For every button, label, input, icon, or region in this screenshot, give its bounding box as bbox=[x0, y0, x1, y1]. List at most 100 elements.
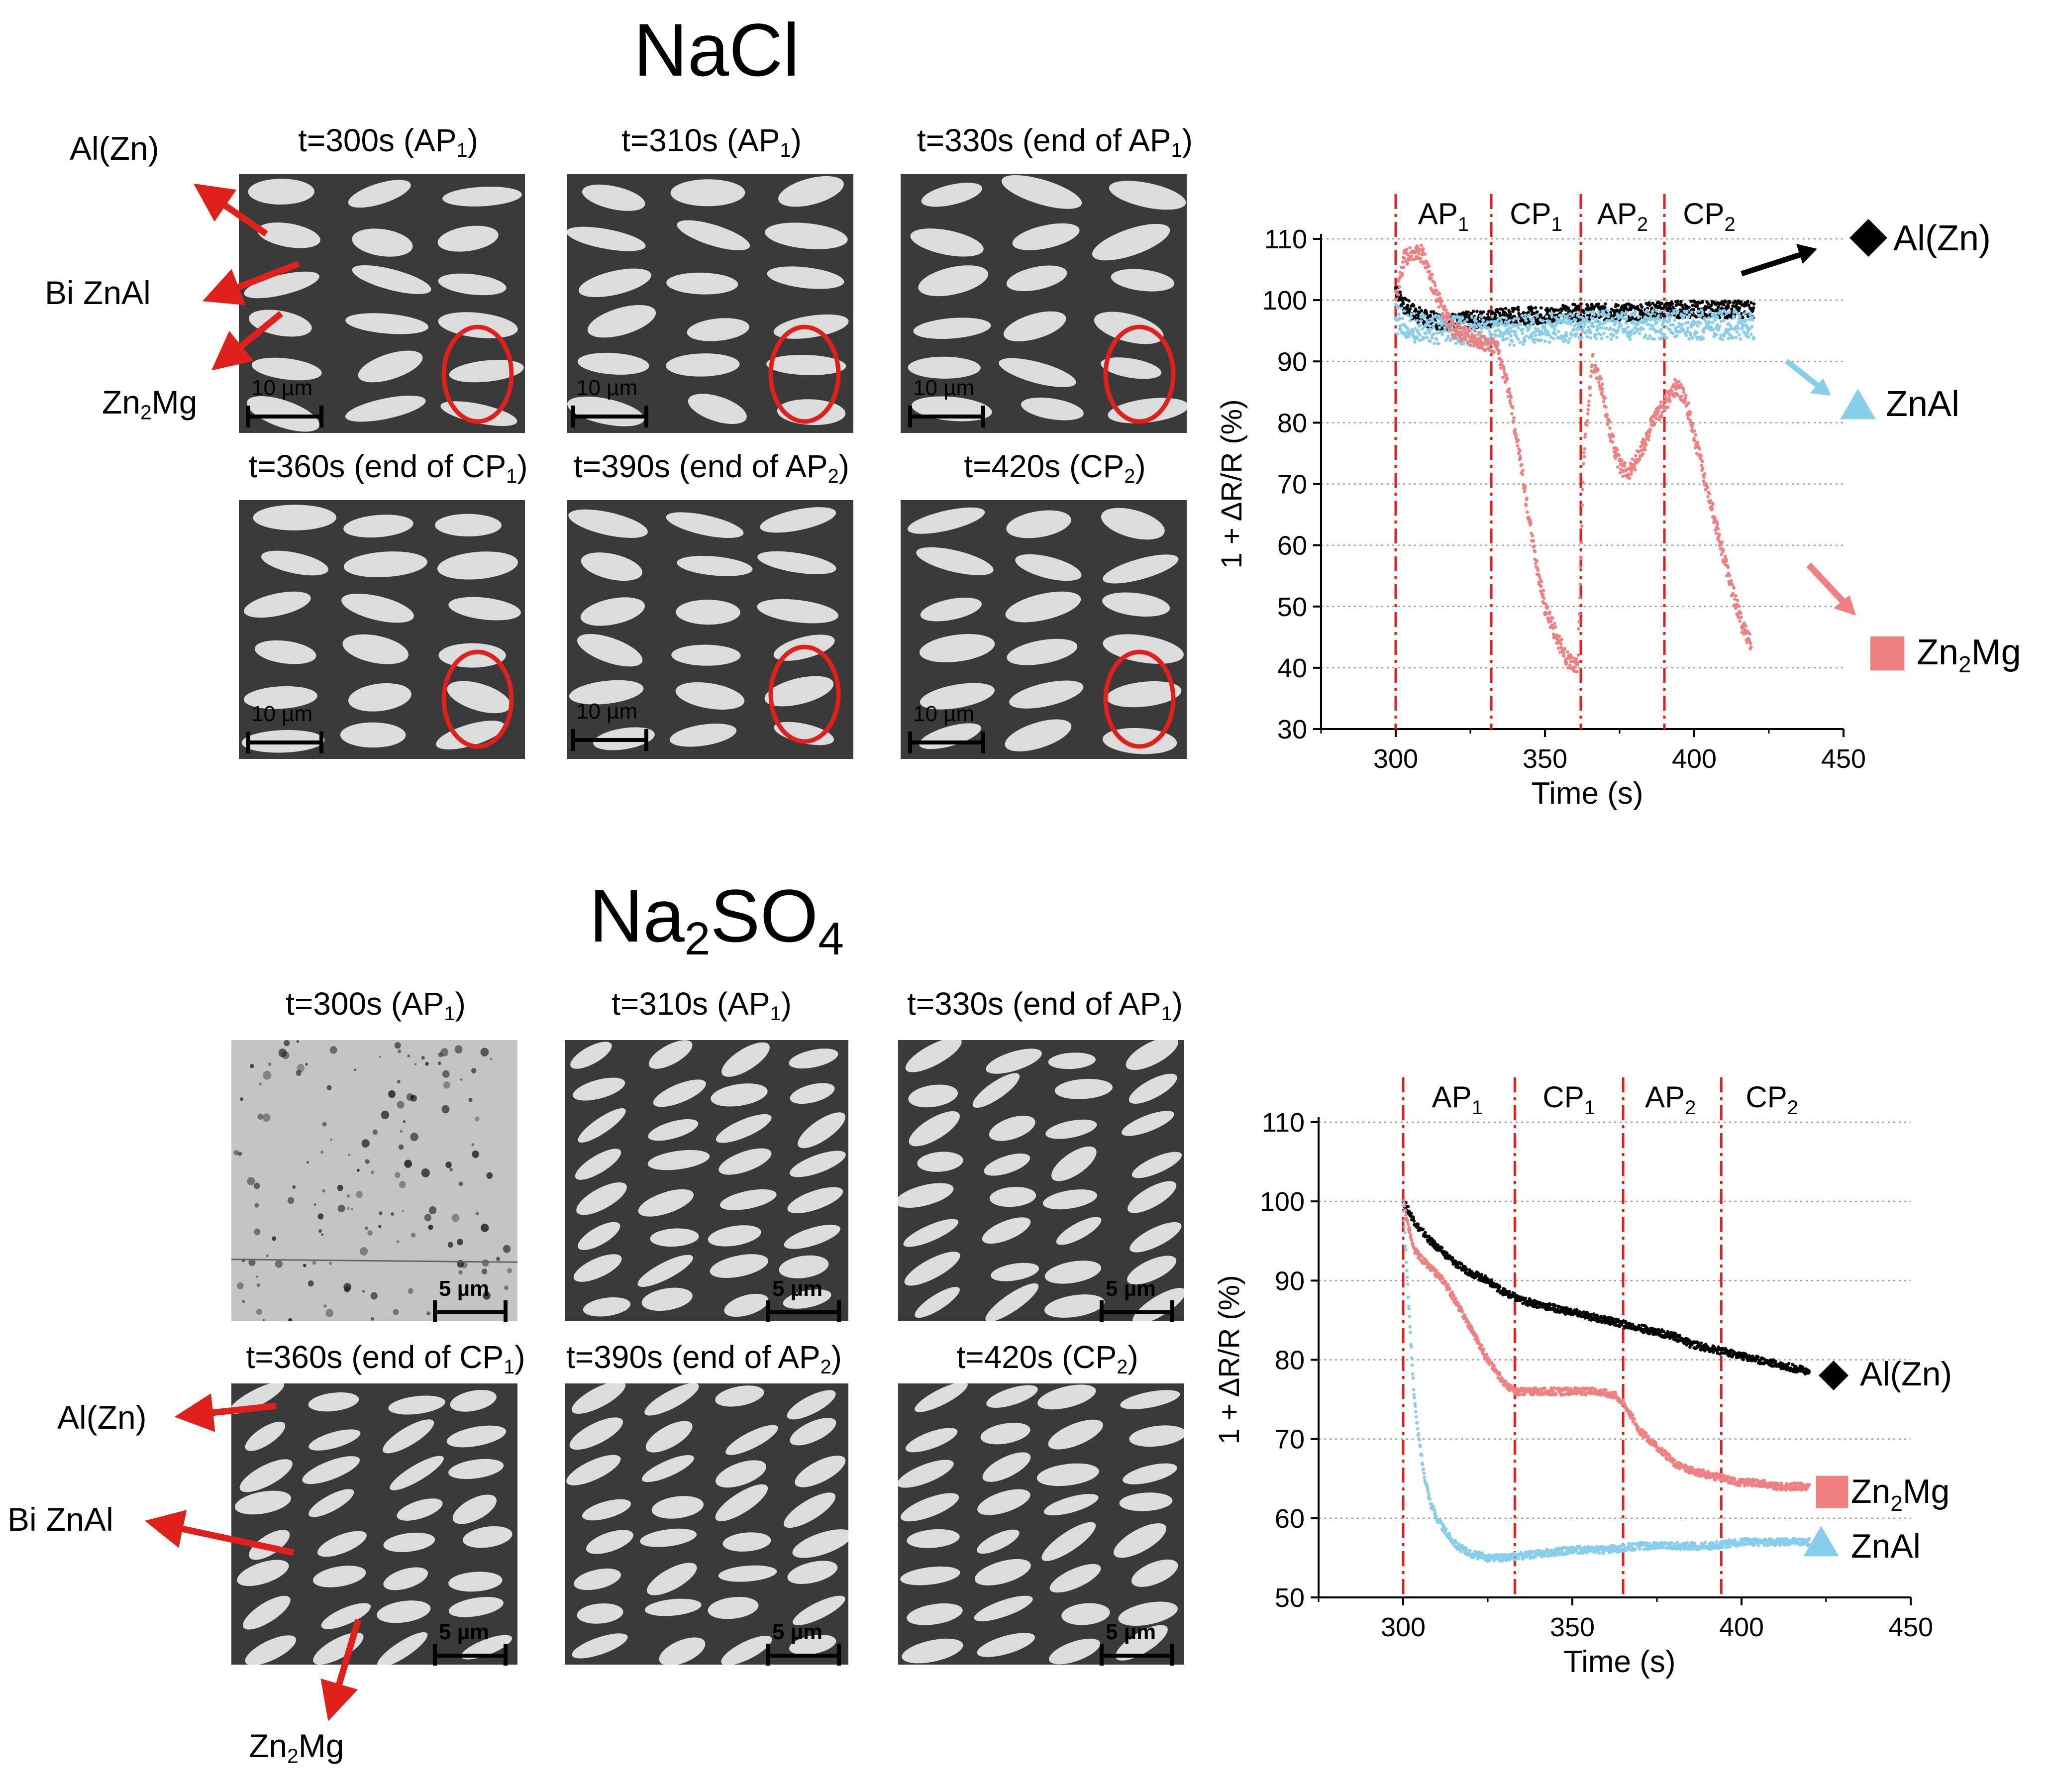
data-point bbox=[1404, 298, 1408, 301]
data-point bbox=[1505, 377, 1509, 381]
data-point bbox=[1512, 343, 1516, 347]
data-point bbox=[1453, 336, 1457, 340]
data-point bbox=[1722, 334, 1726, 337]
data-point bbox=[1735, 605, 1738, 609]
data-point bbox=[1631, 1420, 1635, 1424]
data-point bbox=[1505, 337, 1509, 340]
micrograph-speck bbox=[428, 1206, 437, 1214]
micrograph-grain bbox=[377, 1632, 428, 1665]
data-point bbox=[1440, 332, 1444, 336]
micrograph-grain bbox=[567, 396, 644, 426]
micrograph-grain bbox=[999, 358, 1076, 387]
data-point bbox=[1651, 314, 1655, 317]
micrograph-grain bbox=[308, 1429, 361, 1451]
data-point bbox=[1725, 574, 1729, 578]
micrograph-grain bbox=[1129, 1425, 1184, 1447]
data-point bbox=[1634, 454, 1638, 458]
micrograph-speck bbox=[397, 1080, 401, 1084]
data-point bbox=[1473, 329, 1477, 333]
data-point bbox=[1631, 328, 1635, 332]
na2so4-micrograph-3 bbox=[898, 1040, 1184, 1321]
data-point bbox=[1437, 342, 1440, 345]
micrograph-speck bbox=[472, 1150, 479, 1159]
data-point bbox=[1480, 1344, 1484, 1347]
micrograph-speck bbox=[242, 1299, 245, 1303]
data-point bbox=[1462, 339, 1466, 343]
data-point bbox=[1739, 616, 1743, 619]
data-point bbox=[1566, 650, 1569, 654]
data-point bbox=[1601, 326, 1605, 330]
data-point bbox=[1728, 1351, 1732, 1355]
data-point bbox=[1658, 304, 1662, 308]
na2so4-panel-2-title: t=310s (AP1) bbox=[612, 986, 792, 1025]
data-point bbox=[1397, 293, 1400, 297]
data-point bbox=[1613, 323, 1617, 327]
micrograph-speck bbox=[357, 1168, 360, 1172]
arrow-znal bbox=[1784, 358, 1823, 391]
micrograph-grain bbox=[666, 272, 738, 295]
data-point bbox=[1710, 507, 1714, 511]
data-point bbox=[1551, 337, 1555, 340]
data-point bbox=[1517, 326, 1520, 330]
period-label: CP1 bbox=[1542, 1080, 1595, 1119]
data-point bbox=[1581, 462, 1585, 466]
data-point bbox=[1423, 252, 1427, 256]
period-boundaries bbox=[1402, 1077, 1723, 1597]
data-point bbox=[1585, 335, 1589, 338]
micrograph-grain bbox=[901, 1493, 959, 1522]
data-point bbox=[1597, 380, 1601, 384]
data-point bbox=[1412, 312, 1416, 316]
micrograph-speck bbox=[317, 1213, 324, 1220]
data-point bbox=[1539, 585, 1543, 588]
marker-diamond bbox=[1849, 219, 1887, 257]
data-point bbox=[1520, 314, 1524, 317]
data-point bbox=[1439, 1249, 1442, 1253]
micrograph-grain bbox=[671, 644, 741, 666]
data-point bbox=[1421, 327, 1424, 331]
data-point bbox=[1701, 313, 1704, 316]
data-point bbox=[1582, 455, 1586, 458]
na2so4-panel-6-title: t=420s (CP2) bbox=[956, 1339, 1138, 1378]
micrograph-speck bbox=[424, 1214, 432, 1222]
data-point bbox=[1550, 325, 1554, 329]
data-point bbox=[1645, 1327, 1649, 1331]
data-point bbox=[1732, 315, 1736, 318]
data-point bbox=[1437, 305, 1440, 309]
micrograph-grain bbox=[974, 1559, 1031, 1585]
micrograph-grain bbox=[308, 1392, 359, 1412]
data-point bbox=[1458, 1265, 1461, 1269]
micrograph-speck bbox=[370, 1292, 378, 1300]
micrograph-grain bbox=[721, 1042, 770, 1077]
micrograph-grain bbox=[1127, 1256, 1177, 1285]
micrograph-grain bbox=[716, 1460, 767, 1488]
data-point bbox=[1582, 451, 1586, 454]
micrograph-texture bbox=[565, 1383, 848, 1665]
data-point bbox=[1718, 324, 1722, 328]
data-point bbox=[1701, 459, 1704, 463]
micrograph-grain bbox=[669, 724, 737, 747]
data-point bbox=[1485, 1353, 1489, 1356]
data-point bbox=[1682, 314, 1686, 317]
marker-square bbox=[1870, 636, 1905, 671]
data-point bbox=[1756, 1355, 1760, 1359]
data-point bbox=[1545, 611, 1548, 615]
micrograph-speck bbox=[404, 1160, 412, 1168]
micrograph-grain bbox=[586, 1530, 633, 1554]
data-point bbox=[1662, 310, 1666, 314]
micrograph-speck bbox=[503, 1245, 511, 1253]
na2so4-micrograph-6 bbox=[898, 1383, 1184, 1665]
data-point bbox=[1455, 330, 1459, 334]
period-label: CP2 bbox=[1745, 1080, 1798, 1119]
data-point bbox=[1629, 308, 1633, 312]
micrograph-speck bbox=[443, 1081, 450, 1089]
micrograph-grain bbox=[1043, 1493, 1099, 1516]
data-point bbox=[1602, 400, 1606, 404]
data-point bbox=[1524, 504, 1528, 508]
data-point bbox=[1534, 561, 1538, 565]
na2so4-micrograph-5 bbox=[565, 1383, 848, 1665]
data-point bbox=[1599, 1388, 1603, 1392]
data-point bbox=[1657, 301, 1661, 305]
data-point bbox=[1471, 310, 1475, 313]
data-point bbox=[1749, 332, 1753, 336]
data-point bbox=[1422, 247, 1425, 251]
